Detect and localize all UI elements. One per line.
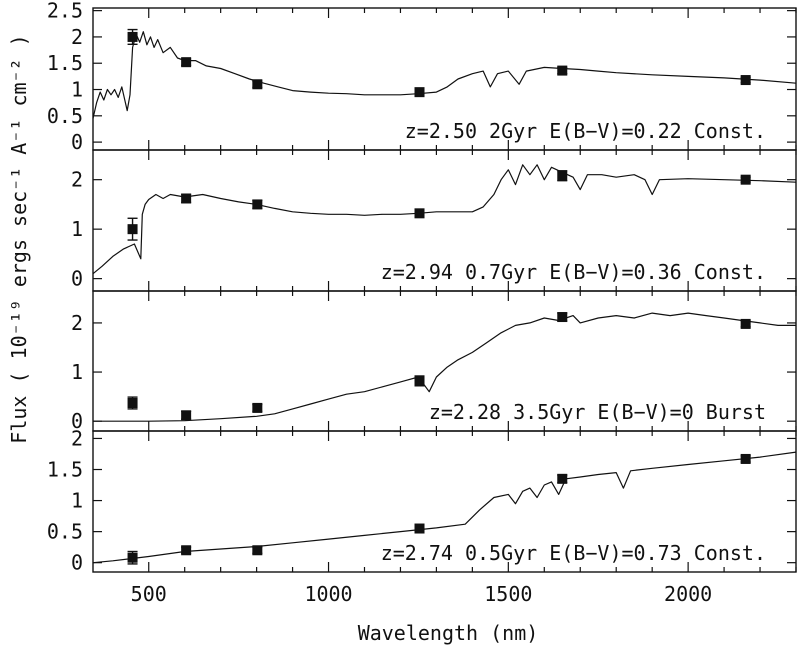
data-point — [252, 199, 263, 210]
y-tick-label: 0 — [71, 130, 83, 154]
model-spectrum-line — [92, 164, 797, 275]
y-tick-label: 1 — [71, 217, 83, 241]
y-tick-label: 2 — [71, 311, 83, 335]
data-point — [414, 87, 425, 98]
y-tick-label: 1.5 — [47, 51, 83, 75]
panel-label: z=2.94 0.7Gyr E(B−V)=0.36 Const. — [381, 260, 766, 284]
data-point — [414, 375, 425, 386]
y-tick-label: 2 — [71, 25, 83, 49]
model-spectrum-line — [92, 451, 797, 564]
x-tick-label: 500 — [131, 582, 167, 606]
x-tick-label: 1000 — [304, 582, 352, 606]
data-point — [740, 453, 751, 464]
data-point — [557, 65, 568, 76]
y-tick-label: 0 — [71, 551, 83, 575]
data-point — [414, 523, 425, 534]
data-point — [740, 75, 751, 86]
data-point — [127, 224, 138, 235]
data-point — [557, 312, 568, 323]
y-axis-title: Flux ( 10⁻¹⁹ ergs sec⁻¹ A⁻¹ cm⁻² ) — [7, 34, 31, 443]
y-tick-label: 1 — [71, 78, 83, 102]
data-point — [252, 79, 263, 90]
data-point — [740, 174, 751, 185]
data-point — [181, 193, 192, 204]
model-spectrum-line — [93, 312, 796, 422]
y-tick-label: 2 — [71, 426, 83, 450]
model-spectrum-line — [92, 31, 797, 119]
y-tick-label: 2 — [71, 168, 83, 192]
y-tick-label: 0 — [71, 267, 83, 291]
data-point — [414, 208, 425, 219]
data-point — [127, 398, 138, 408]
data-point — [181, 410, 192, 421]
panel-label: z=2.50 2Gyr E(B−V)=0.22 Const. — [405, 119, 766, 143]
data-point — [127, 552, 138, 563]
data-point — [252, 402, 263, 413]
y-tick-label: 0 — [71, 409, 83, 433]
y-tick-label: 1 — [71, 360, 83, 384]
y-tick-label: 1.5 — [47, 458, 83, 482]
data-point — [557, 473, 568, 484]
x-tick-label: 1500 — [484, 582, 532, 606]
data-point — [252, 545, 263, 556]
panel-label: z=2.28 3.5Gyr E(B−V)=0 Burst — [429, 400, 766, 424]
data-point — [557, 170, 568, 181]
y-tick-label: 1 — [71, 489, 83, 513]
y-tick-label: 0.5 — [47, 104, 83, 128]
panel-frame-4 — [92, 430, 797, 573]
data-point — [181, 57, 192, 68]
panel-label: z=2.74 0.5Gyr E(B−V)=0.73 Const. — [381, 541, 766, 565]
data-point — [181, 545, 192, 556]
data-point — [127, 31, 138, 42]
x-axis-title: Wavelength (nm) — [358, 621, 539, 645]
y-tick-label: 2.5 — [47, 0, 83, 23]
data-point — [740, 318, 751, 329]
y-tick-label: 0.5 — [47, 520, 83, 544]
x-tick-label: 2000 — [664, 582, 712, 606]
